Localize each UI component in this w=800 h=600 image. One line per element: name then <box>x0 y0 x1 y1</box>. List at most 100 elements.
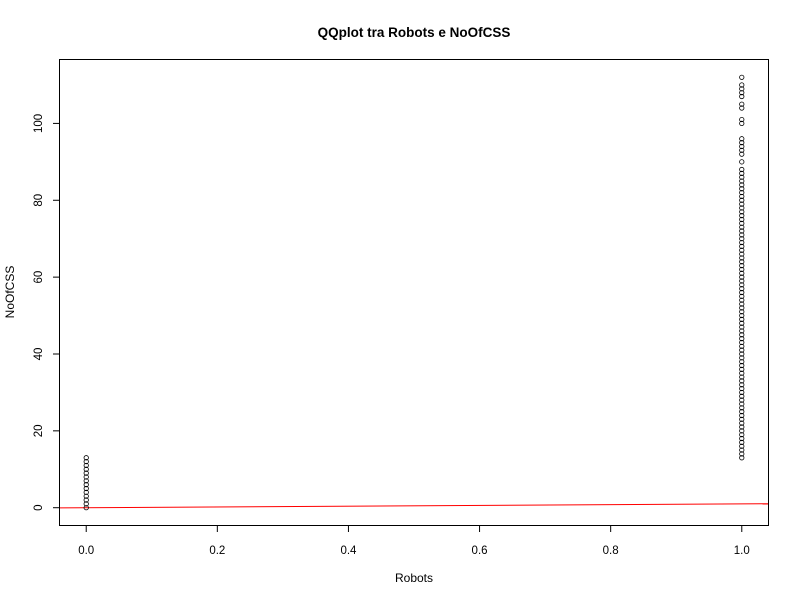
data-point <box>739 278 745 284</box>
y-tick-label: 0 <box>33 505 45 511</box>
data-point <box>739 432 745 438</box>
data-point <box>739 366 745 372</box>
data-point <box>739 447 745 453</box>
data-point <box>83 493 89 499</box>
data-point <box>83 501 89 507</box>
data-point <box>739 236 745 242</box>
data-point <box>739 228 745 234</box>
data-point <box>739 370 745 376</box>
data-point <box>739 159 745 165</box>
data-point <box>83 489 89 495</box>
data-point <box>739 86 745 92</box>
data-point <box>83 470 89 476</box>
data-point <box>739 74 745 80</box>
data-point <box>739 224 745 230</box>
data-point <box>739 435 745 442</box>
data-point <box>739 443 745 449</box>
data-point <box>739 232 745 238</box>
data-point <box>739 140 745 146</box>
x-tick-label: 1.0 <box>734 545 750 557</box>
data-point <box>739 428 745 434</box>
data-point <box>739 351 745 357</box>
data-point <box>83 458 89 465</box>
data-point <box>739 359 745 365</box>
data-point <box>739 289 745 296</box>
reference-line <box>59 503 769 509</box>
data-point <box>739 409 745 415</box>
y-axis: 0 20 40 60 80 100 <box>33 114 60 511</box>
data-point <box>739 189 745 196</box>
data-point <box>739 343 745 349</box>
x-axis: 0.0 0.2 0.4 0.6 0.8 1.0 <box>78 525 750 557</box>
y-tick-label: 40 <box>33 348 45 361</box>
data-point <box>739 282 745 288</box>
data-point <box>739 328 745 334</box>
data-point <box>739 412 745 419</box>
plot-frame <box>59 59 769 526</box>
x-tick-label: 0.4 <box>340 545 357 557</box>
data-point <box>739 332 745 338</box>
data-point <box>739 90 745 96</box>
data-point <box>739 439 745 445</box>
data-point <box>739 136 745 142</box>
data-point <box>83 482 89 488</box>
data-point <box>739 270 745 276</box>
data-point <box>739 424 745 430</box>
data-point <box>739 220 745 226</box>
data-point <box>739 147 745 153</box>
data-point <box>83 505 89 511</box>
data-point <box>739 262 745 269</box>
data-point <box>739 420 745 426</box>
data-point <box>739 336 745 342</box>
data-point <box>739 393 745 399</box>
x-tick-label: 0.6 <box>472 545 488 557</box>
y-tick-label: 60 <box>33 271 45 284</box>
data-point <box>739 101 745 107</box>
data-point <box>739 213 745 219</box>
data-point <box>83 474 89 480</box>
data-point <box>739 259 745 265</box>
data-point <box>739 247 745 253</box>
data-point <box>739 362 745 369</box>
data-point <box>739 186 745 192</box>
data-point <box>739 309 745 315</box>
chart-title: QQplot tra Robots e NoOfCSS <box>318 25 511 40</box>
data-point <box>739 197 745 203</box>
data-point <box>739 320 745 326</box>
data-point <box>739 82 745 88</box>
data-point <box>739 105 745 111</box>
data-point <box>739 209 745 215</box>
data-point <box>739 120 745 127</box>
data-point <box>739 378 745 384</box>
data-point <box>739 385 745 392</box>
data-point <box>739 455 745 461</box>
data-point <box>739 178 745 184</box>
data-point <box>739 401 745 407</box>
y-tick-label: 20 <box>33 424 45 437</box>
y-tick-label: 80 <box>33 194 45 207</box>
data-point <box>739 193 745 200</box>
data-point <box>739 382 745 388</box>
data-point <box>739 339 745 346</box>
data-point <box>739 316 745 323</box>
data-point <box>739 151 745 157</box>
data-point <box>83 478 89 484</box>
data-point <box>83 485 89 492</box>
data-point <box>739 397 745 403</box>
data-point <box>83 497 89 503</box>
data-point <box>83 466 89 472</box>
data-point <box>739 286 745 292</box>
data-point <box>739 293 745 299</box>
data-point <box>739 324 745 330</box>
data-point <box>739 297 745 303</box>
data-point <box>739 374 745 380</box>
data-point <box>739 389 745 396</box>
data-point <box>739 251 745 257</box>
data-point <box>739 405 745 411</box>
reference-line-group <box>59 503 769 509</box>
data-point <box>739 216 745 223</box>
data-point <box>739 201 745 207</box>
data-point <box>739 205 745 211</box>
x-axis-label: Robots <box>395 571 433 585</box>
